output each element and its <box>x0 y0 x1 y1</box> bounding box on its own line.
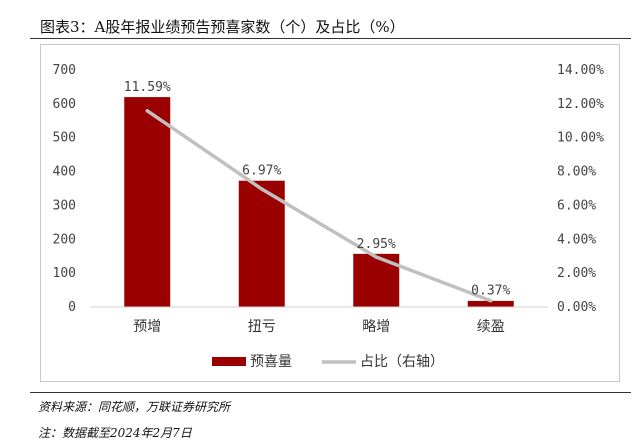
bar-续盈 <box>467 300 514 307</box>
share-point <box>145 109 149 113</box>
legend-swatch-bar <box>212 357 246 366</box>
x-tick-label: 续盈 <box>477 318 505 335</box>
y-right-tick-label: 14.00% <box>557 63 604 78</box>
y-left-tick-label: 400 <box>53 165 76 180</box>
x-tick-label: 略增 <box>362 319 390 335</box>
y-left-tick-label: 600 <box>53 97 76 112</box>
data-note: 注：数据截至2024年2月7日 <box>38 426 192 440</box>
share-line <box>145 109 493 303</box>
data-label: 2.95% <box>357 237 396 252</box>
x-tick-label: 扭亏 <box>248 319 276 335</box>
source-note: 资料来源：同花顺，万联证券研究所 <box>38 400 231 414</box>
y-left-tick-label: 100 <box>53 266 76 281</box>
y-right-tick-label: 2.00% <box>557 266 596 281</box>
y-right-tick-label: 4.00% <box>557 232 596 247</box>
legend-label-bar: 预喜量 <box>250 354 292 370</box>
y-right-tick-label: 0.00% <box>557 300 596 315</box>
chart-title: 图表3：A股年报业绩预告预喜家数（个）及占比（%） <box>40 18 405 36</box>
title-divider <box>30 38 631 39</box>
bar-扭亏 <box>238 180 285 307</box>
y-right-tick-label: 6.00% <box>557 198 596 213</box>
data-label: 0.37% <box>471 284 510 299</box>
data-label: 11.59% <box>124 80 171 95</box>
bar-预增 <box>124 97 171 307</box>
y-right-tick-label: 8.00% <box>557 165 596 180</box>
y-left-tick-label: 300 <box>53 198 76 213</box>
y-right-tick-label: 12.00% <box>557 97 604 112</box>
share-point <box>260 187 264 191</box>
share-point <box>489 299 493 303</box>
share-point <box>374 255 378 259</box>
data-label: 6.97% <box>242 164 281 179</box>
y-left-tick-label: 700 <box>53 63 76 78</box>
y-right-tick-label: 10.00% <box>557 131 604 146</box>
chart-frame <box>40 44 620 382</box>
legend-label-line: 占比（右轴） <box>360 354 444 370</box>
x-tick-label: 预增 <box>133 319 161 335</box>
y-left-tick-label: 0 <box>68 300 76 315</box>
y-left-tick-label: 200 <box>53 232 76 247</box>
y-left-tick-label: 500 <box>53 131 76 146</box>
footer-divider <box>30 392 631 393</box>
